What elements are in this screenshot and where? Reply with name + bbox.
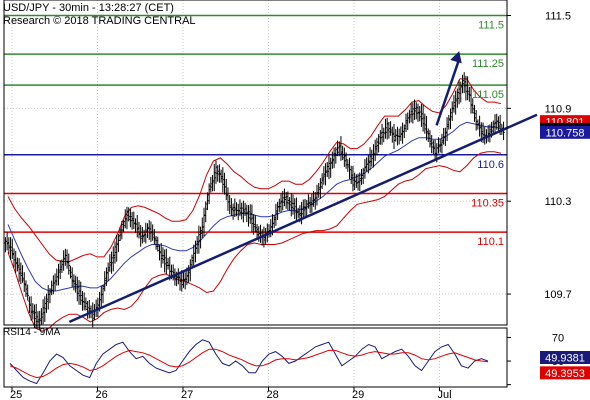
level-label-111.25: 111.25 [472, 58, 504, 70]
price-tag-110.801: 110.801 [546, 117, 585, 129]
rsi-y-tick-label: 70 [552, 332, 564, 344]
rsi-series-rsi_ma [9, 348, 489, 379]
y-tick-label: 109.7 [544, 289, 572, 301]
axes [3, 0, 508, 388]
trend-line [68, 113, 538, 324]
x-tick-label-28: 28 [267, 389, 279, 400]
level-label-111.05: 111.05 [472, 89, 504, 101]
y-tick-label: 111.5 [545, 10, 571, 22]
rsi-tag-49.9381: 49.9381 [545, 353, 585, 365]
target-arrow-head [450, 51, 462, 64]
target-arrow-shaft [435, 58, 461, 126]
x-tick-label-27: 27 [181, 389, 193, 400]
level-labels: 111.5 111.25 111.05 110.6 110.35 110.1 [471, 19, 504, 248]
bollinger-lower [7, 151, 502, 332]
target-arrow [435, 51, 462, 126]
research-credit: Research © 2018 TRADING CENTRAL [3, 15, 196, 27]
moving-average [7, 121, 502, 292]
level-label-110.6: 110.6 [477, 159, 504, 171]
ma-line [7, 121, 502, 292]
level-label-111.5: 111.5 [478, 19, 504, 31]
price-tag-bg [540, 125, 590, 139]
support-trend-line [68, 113, 538, 324]
x-tick-label-25: 25 [10, 389, 22, 400]
level-lines [4, 14, 507, 233]
x-tick-label-26: 26 [96, 389, 108, 400]
rsi-panel-title: RSI14 - 9MA [3, 327, 61, 338]
x-tick-label-Jul: Jul [438, 389, 452, 400]
x-tick-label-29: 29 [352, 389, 364, 400]
y-tick-label: 110.9 [545, 103, 572, 115]
rsi-panel-frame [3, 327, 508, 388]
price-tag-110.758: 110.758 [546, 127, 585, 139]
chart-title: USD/JPY - 30min - 13:28:27 (CET) [3, 2, 174, 14]
bollinger-upper [7, 78, 502, 262]
bollinger-bands [7, 78, 502, 332]
level-label-110.1: 110.1 [477, 236, 504, 248]
rsi-series-rsi [9, 339, 489, 385]
price-panel-frame [3, 0, 508, 326]
level-label-110.35: 110.35 [471, 197, 504, 209]
x-tick-labels: 25 26 27 28 29 Jul [10, 387, 452, 400]
y-tick-label: 110.3 [545, 196, 572, 208]
rsi-tag-49.3953: 49.3953 [545, 368, 585, 380]
rsi-tag-bg [540, 351, 590, 364]
y-tick-labels: 111.5 110.9 110.3 109.7 [507, 10, 572, 301]
rsi-tag-bg [540, 366, 590, 380]
